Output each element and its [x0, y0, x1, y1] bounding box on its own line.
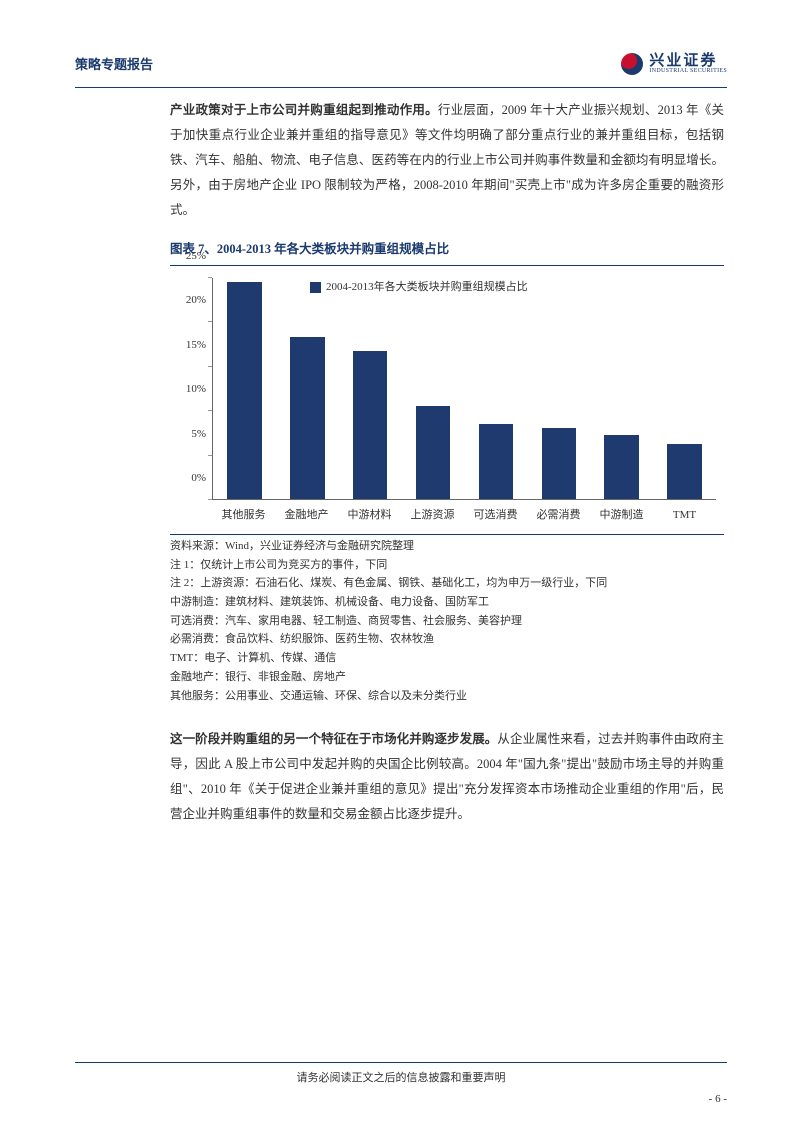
bar — [416, 406, 451, 499]
x-label: 其他服务 — [222, 504, 266, 526]
x-label: TMT — [673, 504, 696, 526]
x-axis-labels: 其他服务金融地产中游材料上游资源可选消费必需消费中游制造 TMT — [212, 504, 716, 524]
logo-icon — [621, 53, 643, 75]
paragraph-2: 这一阶段并购重组的另一个特征在于市场化并购逐步发展。从企业属性来看，过去并购事件… — [170, 727, 724, 827]
y-tick-label: 25% — [186, 245, 206, 267]
plot-area — [212, 278, 716, 500]
company-logo: 兴业证券 INDUSTRIAL SECURITIES — [621, 53, 727, 75]
bar — [290, 337, 325, 499]
note-2a: 注 2：上游资源：石油石化、煤炭、有色金属、钢铁、基础化工，均为申万一级行业，下… — [170, 574, 724, 593]
x-label: 可选消费 — [474, 504, 518, 526]
note-2f: 金融地产：银行、非银金融、房地产 — [170, 668, 724, 687]
note-2c: 可选消费：汽车、家用电器、轻工制造、商贸零售、社会服务、美容护理 — [170, 612, 724, 631]
x-label: 必需消费 — [537, 504, 581, 526]
y-axis: 0%5%10%15%20%25% — [170, 278, 212, 500]
page-number: - 6 - — [709, 1093, 727, 1105]
y-tick-label: 0% — [191, 467, 206, 489]
bar — [542, 428, 577, 499]
note-2b: 中游制造：建筑材料、建筑装饰、机械设备、电力设备、国防军工 — [170, 593, 724, 612]
para1-rest: 行业层面，2009 年十大产业振兴规划、2013 年《关于加快重点行业企业兼并重… — [170, 103, 724, 217]
bar — [353, 351, 388, 500]
x-label: 中游材料 — [348, 504, 392, 526]
note-2e: TMT：电子、计算机、传媒、通信 — [170, 649, 724, 668]
logo-cn: 兴业证券 — [649, 53, 727, 68]
y-tick-label: 10% — [186, 378, 206, 400]
logo-en: INDUSTRIAL SECURITIES — [649, 68, 727, 74]
main-content: 产业政策对于上市公司并购重组起到推动作用。行业层面，2009 年十大产业振兴规划… — [170, 98, 724, 841]
doc-type: 策略专题报告 — [75, 54, 153, 73]
footer-disclaimer: 请务必阅读正文之后的信息披露和重要声明 — [75, 1062, 727, 1085]
y-tick-label: 15% — [186, 334, 206, 356]
chart-7-title: 图表 7、2004-2013 年各大类板块并购重组规模占比 — [170, 237, 724, 266]
note-source: 资料来源：Wind，兴业证券经济与金融研究院整理 — [170, 537, 724, 556]
chart-7: 2004-2013年各大类板块并购重组规模占比 0%5%10%15%20%25%… — [170, 270, 724, 530]
para2-bold: 这一阶段并购重组的另一个特征在于市场化并购逐步发展。 — [170, 732, 497, 746]
x-label: 上游资源 — [411, 504, 455, 526]
bar — [227, 282, 262, 499]
x-label: 中游制造 — [600, 504, 644, 526]
note-1: 注 1：仅统计上市公司为竞买方的事件，下同 — [170, 556, 724, 575]
bar — [479, 424, 514, 499]
y-tick-label: 20% — [186, 289, 206, 311]
x-label: 金融地产 — [285, 504, 329, 526]
y-tick-label: 5% — [191, 423, 206, 445]
page-header: 策略专题报告 兴业证券 INDUSTRIAL SECURITIES — [75, 40, 727, 88]
note-2d: 必需消费：食品饮料、纺织服饰、医药生物、农林牧渔 — [170, 630, 724, 649]
chart-notes: 资料来源：Wind，兴业证券经济与金融研究院整理 注 1：仅统计上市公司为竞买方… — [170, 534, 724, 705]
note-2g: 其他服务：公用事业、交通运输、环保、综合以及未分类行业 — [170, 687, 724, 706]
para1-bold: 产业政策对于上市公司并购重组起到推动作用。 — [170, 103, 438, 117]
paragraph-1: 产业政策对于上市公司并购重组起到推动作用。行业层面，2009 年十大产业振兴规划… — [170, 98, 724, 223]
bar — [604, 435, 639, 499]
bar — [667, 444, 702, 499]
